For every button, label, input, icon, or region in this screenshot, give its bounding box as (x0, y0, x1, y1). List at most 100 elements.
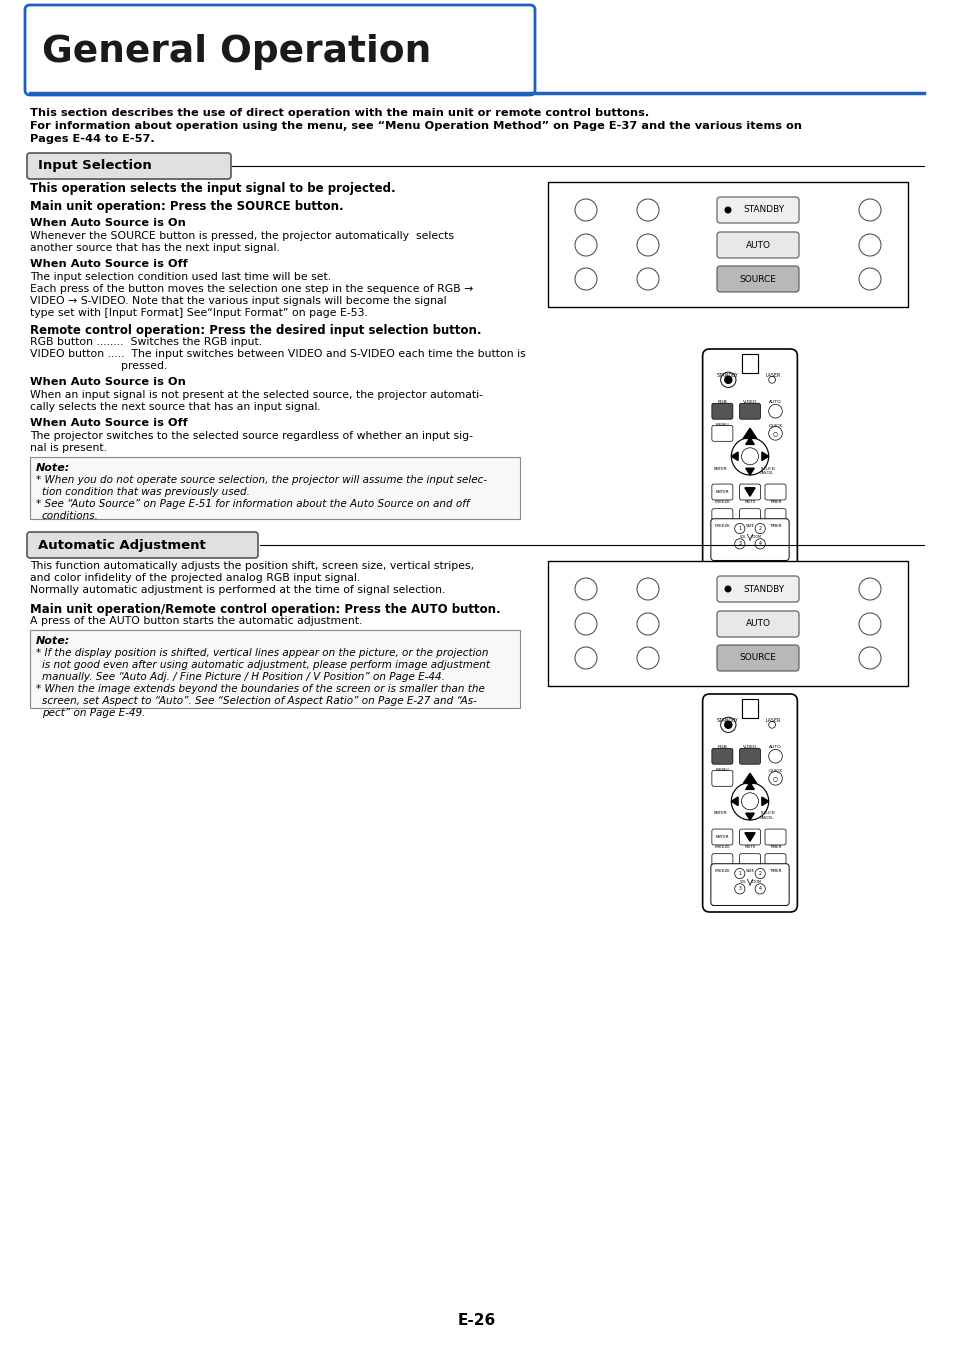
Text: * When the image extends beyond the boundaries of the screen or is smaller than : * When the image extends beyond the boun… (36, 683, 484, 694)
Text: A press of the AUTO button starts the automatic adjustment.: A press of the AUTO button starts the au… (30, 616, 362, 625)
Text: ENTER: ENTER (713, 811, 727, 816)
Bar (547, 561, 907, 686)
FancyBboxPatch shape (711, 508, 732, 524)
Polygon shape (731, 797, 738, 806)
Polygon shape (761, 797, 768, 806)
FancyBboxPatch shape (717, 232, 799, 257)
Text: The input selection condition used last time will be set.: The input selection condition used last … (30, 272, 331, 282)
Circle shape (740, 793, 758, 810)
Text: conditions.: conditions. (42, 511, 99, 520)
FancyBboxPatch shape (717, 576, 799, 603)
Text: VIDEO button .....  The input switches between VIDEO and S-VIDEO each time the b: VIDEO button ..... The input switches be… (30, 349, 525, 359)
FancyBboxPatch shape (739, 403, 760, 419)
Text: ○: ○ (772, 776, 778, 780)
Text: When an input signal is not present at the selected source, the projector automa: When an input signal is not present at t… (30, 390, 482, 400)
Text: This function automatically adjusts the position shift, screen size, vertical st: This function automatically adjusts the … (30, 561, 474, 572)
FancyBboxPatch shape (764, 853, 785, 869)
Text: MUTE: MUTE (743, 845, 755, 849)
Text: * When you do not operate source selection, the projector will assume the input : * When you do not operate source selecti… (36, 474, 487, 485)
FancyBboxPatch shape (711, 748, 732, 764)
Text: 2: 2 (758, 526, 760, 531)
Text: MUTE: MUTE (743, 500, 755, 504)
Text: TIMER: TIMER (768, 500, 781, 504)
Text: VOL: VOL (739, 535, 746, 539)
Text: R-CLICK/
CANCEL: R-CLICK/ CANCEL (760, 466, 775, 474)
Polygon shape (761, 452, 768, 461)
FancyBboxPatch shape (739, 853, 760, 869)
Text: RGB: RGB (717, 745, 726, 749)
Polygon shape (745, 813, 754, 820)
Text: 4: 4 (758, 542, 760, 546)
FancyBboxPatch shape (25, 5, 535, 94)
Text: 2: 2 (758, 871, 760, 876)
Text: ENTER: ENTER (713, 466, 727, 470)
Bar (547, 182, 907, 307)
Text: This section describes the use of direct operation with the main unit or remote : This section describes the use of direct… (30, 108, 649, 119)
Text: Pages E-44 to E-57.: Pages E-44 to E-57. (30, 133, 154, 144)
Text: STANDBY: STANDBY (716, 718, 738, 723)
Text: RGB: RGB (717, 400, 726, 404)
Text: SIZE: SIZE (744, 524, 754, 528)
Text: pect” on Page E-49.: pect” on Page E-49. (42, 708, 145, 718)
Text: another source that has the next input signal.: another source that has the next input s… (30, 243, 279, 253)
Text: QUICK: QUICK (767, 423, 781, 427)
Text: 4: 4 (758, 887, 760, 891)
FancyBboxPatch shape (717, 644, 799, 671)
Polygon shape (745, 438, 754, 445)
Circle shape (723, 721, 732, 729)
Text: AUTO: AUTO (744, 620, 770, 628)
Text: STANDBY: STANDBY (742, 205, 783, 214)
Text: 1: 1 (738, 871, 740, 876)
Text: When Auto Source is On: When Auto Source is On (30, 218, 186, 228)
Text: TIMER: TIMER (768, 869, 781, 874)
Bar (741, 355, 757, 373)
FancyBboxPatch shape (27, 154, 231, 179)
Text: ENTER: ENTER (715, 491, 728, 493)
Polygon shape (744, 833, 755, 841)
FancyBboxPatch shape (711, 853, 732, 869)
Text: SOURCE: SOURCE (739, 654, 776, 662)
Text: STANDBY: STANDBY (742, 585, 783, 593)
Text: * See “Auto Source” on Page E-51 for information about the Auto Source on and of: * See “Auto Source” on Page E-51 for inf… (36, 499, 469, 510)
Text: nal is present.: nal is present. (30, 443, 107, 453)
Text: Note:: Note: (36, 636, 71, 646)
Text: RGB button ........  Switches the RGB input.: RGB button ........ Switches the RGB inp… (30, 337, 262, 346)
FancyBboxPatch shape (710, 519, 788, 561)
Text: VOL: VOL (739, 880, 746, 884)
FancyBboxPatch shape (764, 829, 785, 845)
FancyBboxPatch shape (711, 829, 732, 845)
FancyBboxPatch shape (764, 508, 785, 524)
Circle shape (723, 206, 731, 213)
FancyBboxPatch shape (702, 349, 797, 568)
Text: ENTER: ENTER (715, 834, 728, 838)
Text: FREEZE: FREEZE (714, 845, 730, 849)
FancyBboxPatch shape (717, 266, 799, 293)
Text: 3: 3 (738, 542, 740, 546)
Text: VIDEO: VIDEO (742, 745, 757, 749)
FancyBboxPatch shape (711, 771, 732, 786)
Text: Normally automatic adjustment is performed at the time of signal selection.: Normally automatic adjustment is perform… (30, 585, 445, 594)
FancyBboxPatch shape (717, 197, 799, 222)
Text: screen, set Aspect to “Auto”. See “Selection of Aspect Ratio” on Page E-27 and “: screen, set Aspect to “Auto”. See “Selec… (42, 696, 477, 706)
Text: Each press of the button moves the selection one step in the sequence of RGB →: Each press of the button moves the selec… (30, 284, 473, 294)
Text: Whenever the SOURCE button is pressed, the projector automatically  selects: Whenever the SOURCE button is pressed, t… (30, 231, 454, 241)
Text: VIDEO → S-VIDEO. Note that the various input signals will become the signal: VIDEO → S-VIDEO. Note that the various i… (30, 297, 446, 306)
FancyBboxPatch shape (30, 630, 519, 708)
Polygon shape (742, 774, 756, 783)
Text: TIMER: TIMER (768, 524, 781, 528)
Polygon shape (745, 783, 754, 790)
Text: When Auto Source is On: When Auto Source is On (30, 377, 186, 387)
Polygon shape (745, 468, 754, 474)
FancyBboxPatch shape (710, 864, 788, 906)
Text: AUTO: AUTO (768, 400, 781, 404)
Text: pressed.: pressed. (30, 361, 167, 371)
Text: QUICK: QUICK (767, 768, 781, 772)
FancyBboxPatch shape (739, 484, 760, 500)
FancyBboxPatch shape (764, 484, 785, 500)
Text: ZOOM: ZOOM (751, 880, 761, 884)
FancyBboxPatch shape (702, 694, 797, 913)
Text: Remote control operation: Press the desired input selection button.: Remote control operation: Press the desi… (30, 324, 481, 337)
Text: For information about operation using the menu, see “Menu Operation Method” on P: For information about operation using th… (30, 121, 801, 131)
FancyBboxPatch shape (711, 484, 732, 500)
Text: Main unit operation: Press the SOURCE button.: Main unit operation: Press the SOURCE bu… (30, 200, 343, 213)
